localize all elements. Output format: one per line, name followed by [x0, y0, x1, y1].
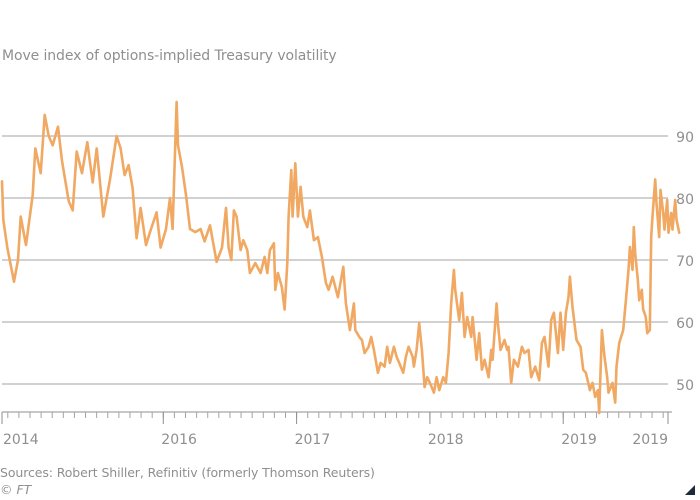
y-tick-label: 70 — [676, 254, 694, 270]
line-chart: 50 60 70 80 90 2014 2016 2017 2018 2019 2019 — [0, 100, 694, 448]
gridlines — [2, 135, 668, 385]
corner-marker-icon — [685, 485, 695, 495]
x-tick-label: 2016 — [161, 432, 197, 448]
series-line-move-index — [0, 100, 681, 415]
x-tick-label: 2019 — [632, 432, 668, 448]
x-tick-label: 2017 — [295, 432, 331, 448]
x-tick-label: 2018 — [428, 432, 464, 448]
copyright-note: © FT — [0, 482, 32, 497]
y-axis-tick-labels: 50 60 70 80 90 — [676, 130, 694, 394]
series-layer — [0, 100, 681, 415]
y-tick-label: 80 — [676, 192, 694, 208]
x-tick-label: 2014 — [3, 432, 39, 448]
x-tick-label: 2019 — [561, 432, 597, 448]
chart-subtitle: Move index of options-implied Treasury v… — [2, 48, 337, 64]
source-note: Sources: Robert Shiller, Refinitiv (form… — [0, 465, 375, 480]
x-axis: 2014 2016 2017 2018 2019 2019 — [1, 411, 672, 448]
y-tick-label: 50 — [676, 378, 694, 394]
y-tick-label: 90 — [676, 130, 694, 146]
y-tick-label: 60 — [676, 316, 694, 332]
